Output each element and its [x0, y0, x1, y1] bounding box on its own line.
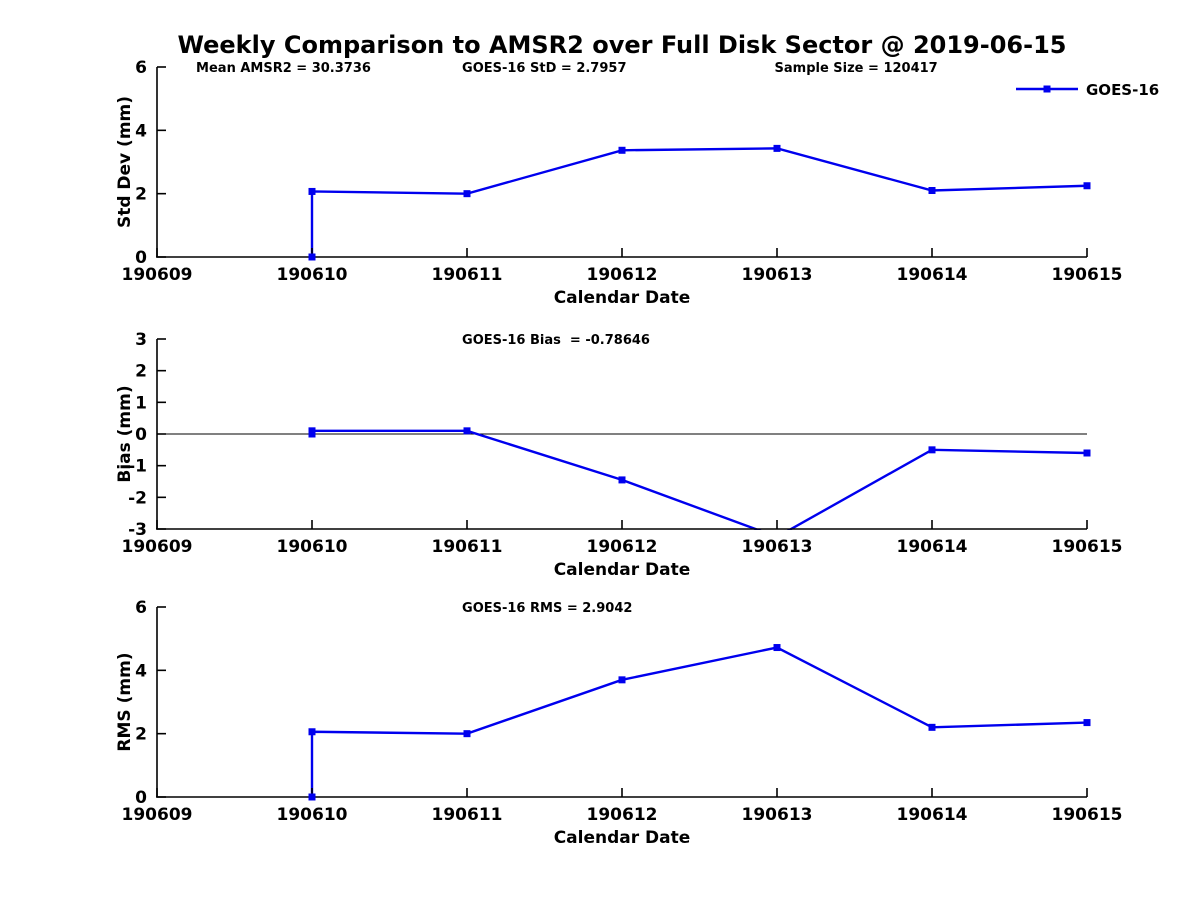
data-point — [618, 476, 626, 484]
data-point — [1083, 449, 1091, 457]
x-axis-label: Calendar Date — [554, 560, 691, 580]
y-tick-label: 1 — [135, 393, 147, 413]
data-point — [308, 253, 316, 261]
y-tick-label: 0 — [135, 248, 147, 268]
y-tick-label: 0 — [135, 788, 147, 808]
x-tick-label: 190609 — [122, 537, 193, 557]
data-point — [308, 427, 316, 435]
data-point — [308, 187, 316, 195]
subplot-bias: -3 -2 -1 0 1 2 3 190609 190610 190611 190612 190613… — [115, 330, 1122, 580]
data-point — [928, 446, 936, 454]
x-tick-label: 190614 — [897, 265, 968, 285]
x-tick-label: 190615 — [1052, 265, 1123, 285]
x-tick-label: 190612 — [587, 265, 658, 285]
x-tick-label: 190615 — [1052, 537, 1123, 557]
annotation: GOES-16 Bias = -0.78646 — [462, 333, 650, 348]
annotation: GOES-16 StD = 2.7957 — [462, 61, 626, 76]
data-point — [773, 144, 781, 152]
y-axis-label: RMS (mm) — [115, 652, 135, 751]
data-point — [463, 190, 471, 198]
annotation: Sample Size = 120417 — [775, 61, 938, 76]
y-tick-label: -2 — [128, 488, 147, 508]
x-tick-label: 190611 — [432, 805, 503, 825]
y-tick-label: -3 — [128, 520, 147, 540]
data-line-GOES-16 — [310, 147, 1088, 257]
data-point — [308, 728, 316, 736]
y-tick-label: 6 — [135, 598, 147, 618]
y-tick-label: 0 — [135, 425, 147, 445]
y-axis-label: Std Dev (mm) — [115, 96, 135, 228]
data-point — [1083, 182, 1091, 190]
x-tick-label: 190610 — [277, 265, 348, 285]
x-tick-label: 190613 — [742, 265, 813, 285]
y-tick-label: 3 — [135, 330, 147, 350]
x-tick-label: 190614 — [897, 537, 968, 557]
y-tick-label: 2 — [135, 362, 147, 382]
x-tick-label: 190614 — [897, 805, 968, 825]
x-tick-label: 190611 — [432, 537, 503, 557]
y-tick-label: 4 — [135, 661, 147, 681]
data-point — [928, 723, 936, 731]
data-line-GOES-16 — [310, 646, 1088, 797]
y-tick-label: 6 — [135, 58, 147, 78]
y-tick-label: -1 — [128, 457, 147, 477]
data-point — [618, 146, 626, 154]
data-point — [463, 730, 471, 738]
x-tick-label: 190610 — [277, 805, 348, 825]
data-point — [1083, 719, 1091, 727]
x-tick-label: 190612 — [587, 805, 658, 825]
x-tick-label: 190613 — [742, 805, 813, 825]
x-tick-label: 190613 — [742, 537, 813, 557]
x-tick-label: 190615 — [1052, 805, 1123, 825]
x-tick-label: 190611 — [432, 265, 503, 285]
x-axis-label: Calendar Date — [554, 828, 691, 848]
chart-title: Weekly Comparison to AMSR2 over Full Dis… — [177, 31, 1067, 59]
annotation: Mean AMSR2 = 30.3736 — [196, 61, 371, 76]
annotation: GOES-16 RMS = 2.9042 — [462, 601, 632, 616]
x-axis-label: Calendar Date — [554, 288, 691, 308]
subplot-rms: 0 2 4 6 190609 190610 190611 190612 190613 190614… — [115, 598, 1122, 848]
legend-marker — [1043, 85, 1051, 93]
y-tick-label: 2 — [135, 185, 147, 205]
y-tick-label: 2 — [135, 725, 147, 745]
y-axis-label: Bias (mm) — [115, 385, 135, 482]
y-tick-label: 4 — [135, 121, 147, 141]
x-tick-label: 190612 — [587, 537, 658, 557]
data-point — [308, 793, 316, 801]
data-point — [773, 644, 781, 652]
x-tick-label: 190610 — [277, 537, 348, 557]
legend: GOES-16 — [1016, 81, 1159, 99]
legend-label: GOES-16 — [1086, 81, 1159, 99]
data-point — [463, 427, 471, 435]
subplot-std-dev: 0 2 4 6 190609 190610 190611 190612 190613 190614… — [115, 58, 1159, 308]
x-tick-label: 190609 — [122, 805, 193, 825]
data-point — [928, 187, 936, 194]
data-line-GOES-16 — [310, 429, 1088, 530]
data-point — [618, 676, 626, 684]
x-tick-label: 190609 — [122, 265, 193, 285]
